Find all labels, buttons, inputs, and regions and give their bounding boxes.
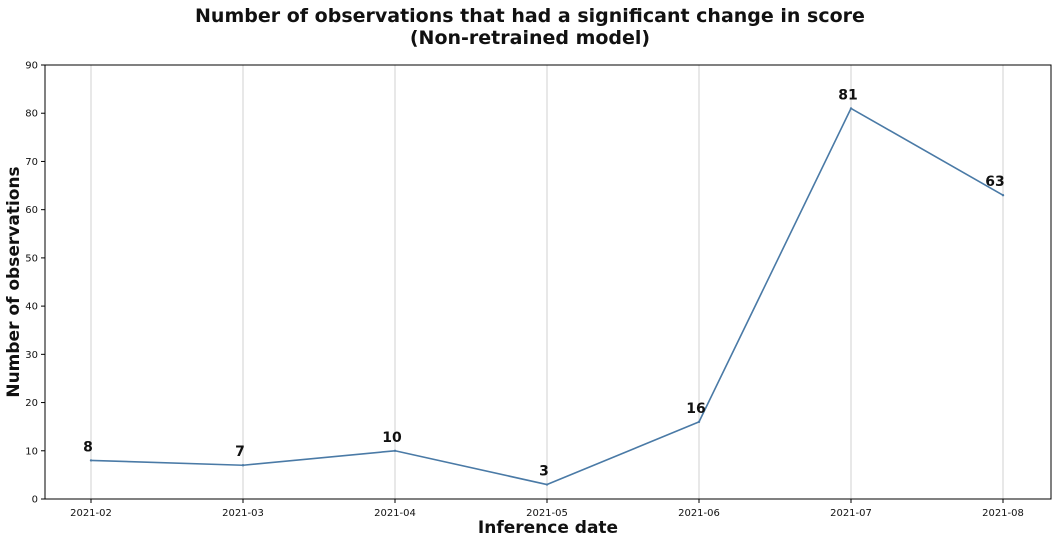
y-tick-label: 40	[25, 302, 38, 313]
y-tick-label: 20	[25, 398, 38, 409]
y-axis-label: Number of observations	[4, 166, 24, 397]
data-point	[89, 459, 93, 462]
series-layer	[89, 107, 1005, 486]
x-tick-label: 2021-04	[374, 508, 416, 519]
plot-frame	[44, 64, 1052, 500]
data-label: 16	[686, 401, 705, 417]
y-tick-label: 70	[25, 157, 38, 168]
data-point	[849, 107, 853, 110]
y-tick-label: 10	[25, 446, 38, 457]
y-tick-label: 50	[25, 253, 38, 264]
y-tick-label: 30	[25, 350, 38, 361]
x-tick-label: 2021-03	[222, 508, 264, 519]
x-tick-label: 2021-07	[830, 508, 872, 519]
chart-title: Number of observations that had a signif…	[195, 5, 865, 27]
x-axis-ticks: 2021-02 2021-03 2021-04 2021-05 2021-06 2021-…	[70, 499, 1024, 519]
x-axis-label: Inference date	[478, 518, 618, 538]
plot-border	[44, 64, 1052, 500]
data-labels: 8 7 10 3 16 81 63	[83, 87, 1005, 479]
data-point	[393, 449, 397, 452]
y-tick-label: 80	[25, 109, 38, 120]
x-tick-label: 2021-08	[982, 508, 1024, 519]
data-point	[241, 464, 245, 467]
data-point	[697, 420, 701, 424]
data-label: 8	[83, 439, 93, 455]
y-axis-ticks: 0 10 20 30 40 50 60 70 80 90	[25, 61, 45, 506]
x-tick-label: 2021-02	[70, 508, 112, 519]
data-label: 3	[539, 464, 549, 480]
x-tick-label: 2021-05	[526, 508, 568, 519]
data-point	[545, 483, 549, 486]
x-tick-label: 2021-06	[678, 508, 720, 519]
chart-subtitle: (Non-retrained model)	[410, 27, 650, 49]
gridlines	[90, 65, 1004, 499]
data-label: 7	[235, 444, 245, 460]
data-label: 81	[838, 87, 857, 103]
data-point	[1001, 194, 1005, 197]
y-tick-label: 60	[25, 205, 38, 216]
data-label: 63	[985, 174, 1004, 190]
data-label: 10	[382, 430, 402, 446]
y-tick-label: 0	[32, 495, 38, 506]
y-tick-label: 90	[25, 61, 38, 72]
